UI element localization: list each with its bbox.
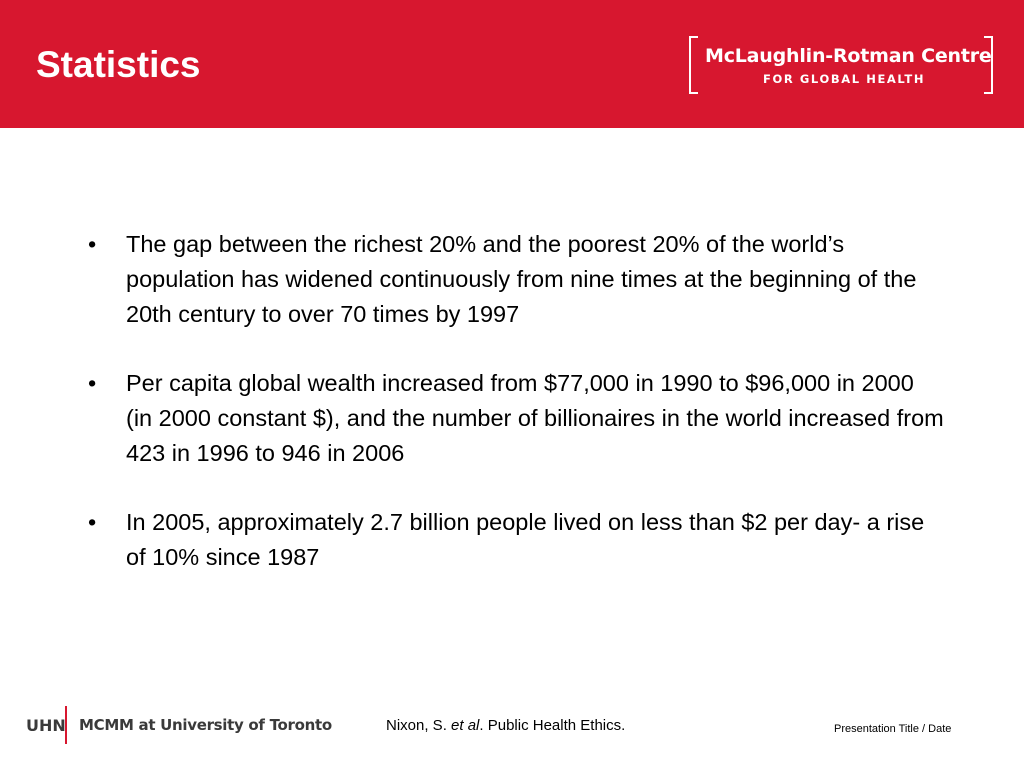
bullet-item: • The gap between the richest 20% and th…	[86, 227, 946, 332]
bullet-list: • The gap between the richest 20% and th…	[86, 227, 946, 609]
presentation-meta: Presentation Title / Date	[834, 723, 952, 735]
bullet-marker: •	[88, 509, 97, 535]
logo-bracket-right	[984, 36, 993, 94]
bullet-text: In 2005, approximately 2.7 billion peopl…	[126, 509, 925, 570]
citation: Nixon, S. et al. Public Health Ethics.	[386, 717, 625, 734]
citation-author: Nixon, S.	[386, 717, 452, 734]
header-banner: Statistics McLaughlin-Rotman Centre FOR …	[0, 0, 1024, 128]
logo-bracket-left	[689, 36, 698, 94]
mclaughlin-rotman-logo: McLaughlin-Rotman Centre FOR GLOBAL HEAL…	[689, 36, 993, 94]
logo-line1: McLaughlin-Rotman Centre	[705, 45, 992, 67]
footer-org-short: UHN	[26, 716, 66, 735]
bullet-text: The gap between the richest 20% and the …	[126, 231, 917, 327]
citation-rest: . Public Health Ethics.	[479, 717, 626, 734]
footer-logo: UHN MCMM at University of Toronto	[26, 706, 332, 744]
citation-etal: et al	[451, 717, 480, 734]
bullet-marker: •	[88, 231, 97, 257]
logo-line2: FOR GLOBAL HEALTH	[763, 72, 926, 86]
bullet-item: • In 2005, approximately 2.7 billion peo…	[86, 505, 946, 575]
footer-divider	[65, 706, 67, 744]
bullet-text: Per capita global wealth increased from …	[126, 370, 944, 466]
footer-org-long: MCMM at University of Toronto	[79, 716, 332, 734]
bullet-item: • Per capita global wealth increased fro…	[86, 366, 946, 471]
bullet-marker: •	[88, 370, 97, 396]
slide-title: Statistics	[36, 44, 201, 85]
